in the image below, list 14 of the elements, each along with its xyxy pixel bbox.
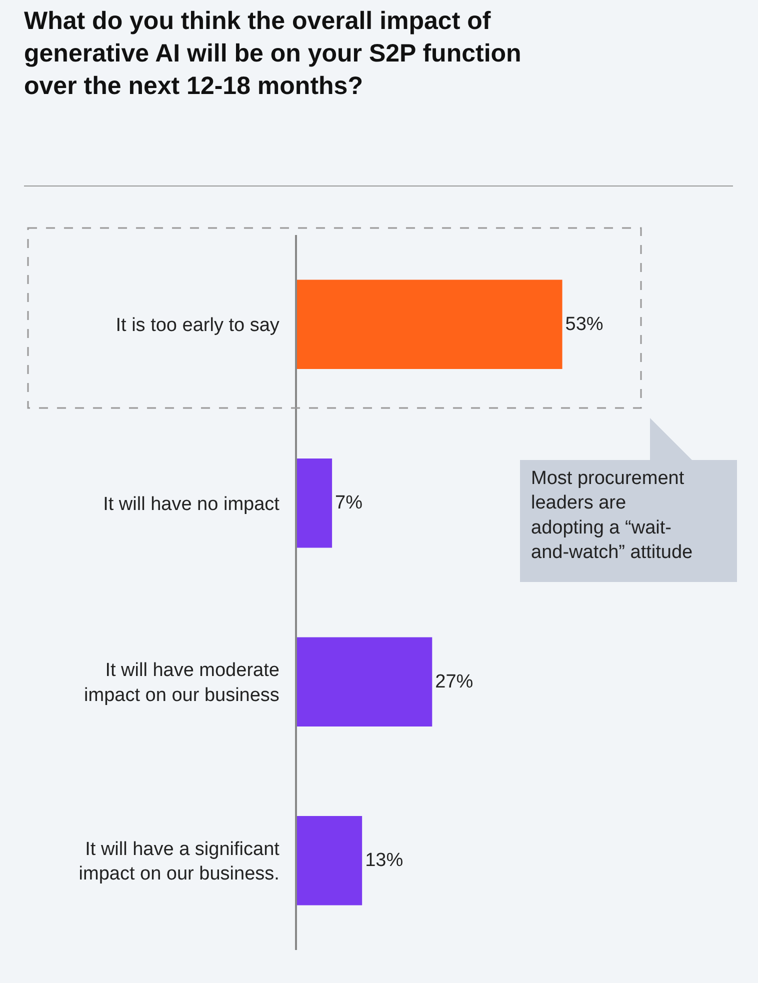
y-tick-label: It is too early to say [116,315,280,336]
data-label: 53% [565,314,604,335]
y-tick-label: It will have a significant impact on our business. [78,838,280,885]
annotation: Most procurement leaders are adopting a “wait-and-watch” attitude [531,468,693,564]
data-label: 13% [365,850,404,872]
y-tick-label: It will have no impact [103,494,280,515]
bar [297,280,562,370]
bar [297,816,362,906]
bar [297,637,432,727]
chart-title: What do you think the overall impact of generative AI will be on your S2P function over the next 12-18 months? [24,6,522,100]
data-label: 7% [335,492,363,514]
y-tick-label: It will have moderate impact on our business [84,660,280,706]
bar [297,458,332,548]
data-label: 27% [435,671,474,692]
